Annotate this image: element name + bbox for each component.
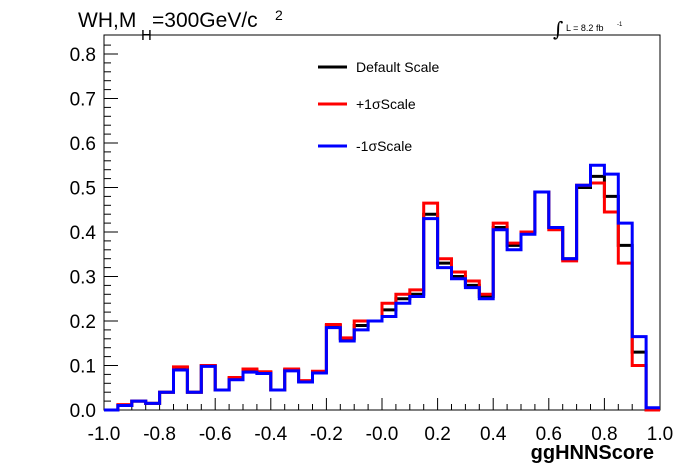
y-tick-label: 0.2 [70,312,96,333]
x-tick-label: 0.8 [591,424,617,445]
y-tick-label: 0.4 [70,223,97,244]
y-tick-label: 0.0 [70,401,96,422]
x-axis-title: ggHNNScore [531,442,654,464]
legend: Default Scale +1σScale -1σScale [318,59,439,154]
luminosity-label: ∫ L = 8.2 fb -1 [553,17,623,41]
y-tick-label: 0.7 [70,90,96,111]
y-tick-label: 0.3 [70,268,96,289]
chart-title: WH,M H =300GeV/c 2 [78,7,283,44]
x-tick-label: -1.0 [88,424,121,445]
x-tick-label: 0.6 [536,424,562,445]
title-main: WH,M [78,9,136,32]
x-tick-label: 0.2 [424,424,450,445]
legend-label-2: -1σScale [356,138,412,154]
y-tick-label: 0.1 [70,357,96,378]
y-tick-label: 0.5 [70,179,96,200]
title-subscript: H [141,27,152,44]
axes: -1.0 -0.8 -0.6 -0.4 -0.2 -0.0 0.2 0.4 0.6 0.8 1.0 0… [70,44,673,445]
series-line-2 [104,163,660,412]
y-tick-label: 0.6 [70,134,96,155]
legend-label-0: Default Scale [356,59,439,75]
title-rest: =300GeV/c [152,9,258,32]
integral-symbol: ∫ [553,17,563,41]
x-tick-label: -0.4 [254,424,287,445]
x-tick-label: -0.0 [366,424,399,445]
luminosity-text: L = 8.2 fb [566,23,603,33]
y-tick-label: 0.8 [70,45,96,66]
x-tick-label: -0.8 [143,424,176,445]
x-tick-label: -0.6 [199,424,232,445]
title-superscript: 2 [275,7,283,23]
series-layer [104,163,660,412]
x-tick-label: -0.2 [310,424,343,445]
legend-label-1: +1σScale [356,96,416,112]
x-tick-label: 0.4 [480,424,507,445]
x-tick-label: 1.0 [647,424,673,445]
luminosity-superscript: -1 [617,22,623,28]
